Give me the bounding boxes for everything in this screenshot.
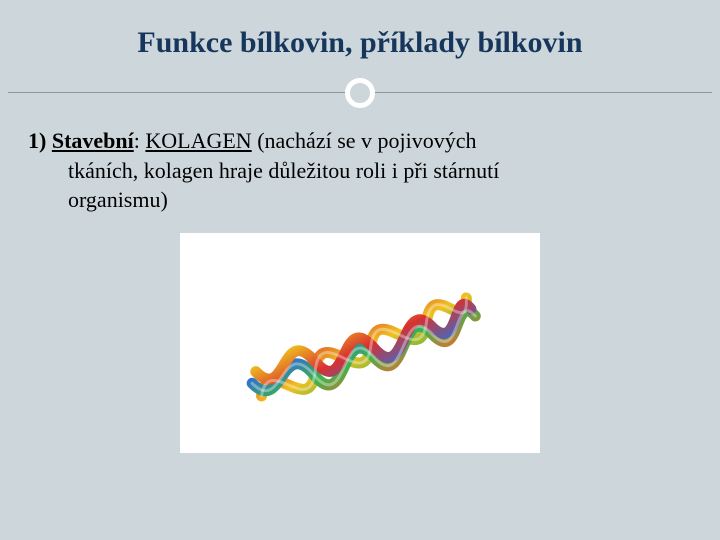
slide: Funkce bílkovin, příklady bílkovin 1) St…: [8, 8, 712, 532]
title-area: Funkce bílkovin, příklady bílkovin: [8, 8, 712, 108]
text-line2: tkáních, kolagen hraje důležitou roli i …: [28, 156, 694, 186]
illustration-box: [180, 233, 540, 453]
keyword: KOLAGEN: [145, 128, 251, 153]
title-divider: [8, 78, 712, 108]
text-line1: (nachází se v pojivových: [252, 128, 477, 153]
item-label: Stavební: [52, 128, 134, 153]
colon: :: [134, 128, 146, 153]
paragraph: 1) Stavební: KOLAGEN (nachází se v pojiv…: [26, 126, 694, 215]
text-line3: organismu): [28, 185, 694, 215]
collagen-illustration-icon: [210, 253, 510, 433]
content-area: 1) Stavební: KOLAGEN (nachází se v pojiv…: [8, 108, 712, 453]
item-number: 1): [28, 128, 52, 153]
slide-title: Funkce bílkovin, příklady bílkovin: [8, 18, 712, 78]
divider-circle-icon: [345, 78, 375, 108]
